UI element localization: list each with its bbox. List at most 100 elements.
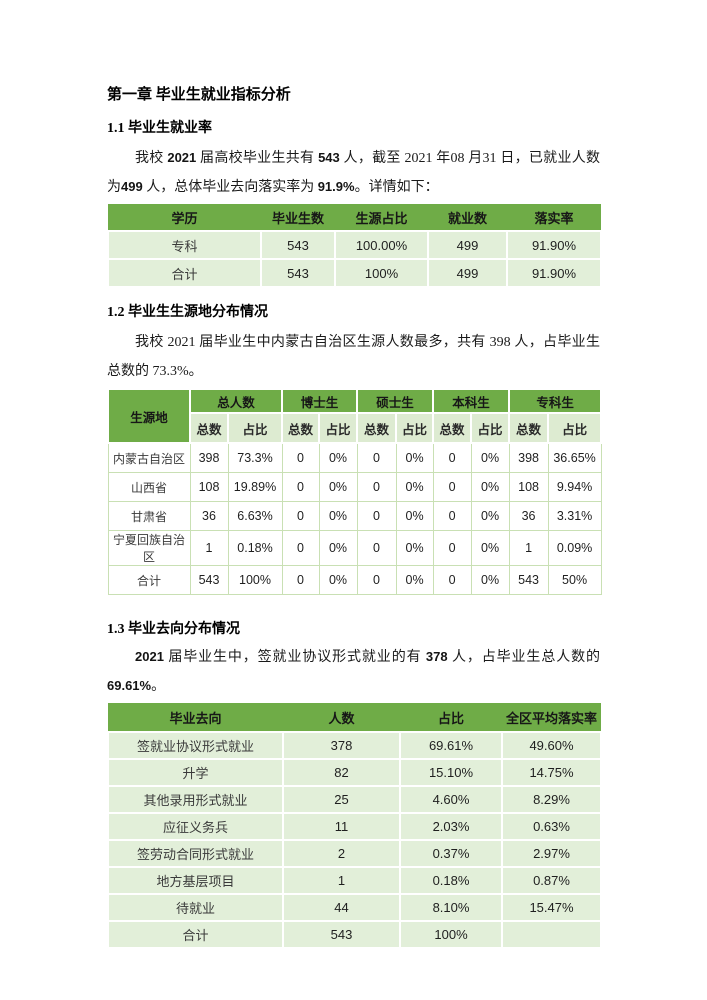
sub-header-count: 总数	[189, 412, 229, 444]
cell-value: 0	[281, 442, 320, 473]
table-header-row: 毕业去向 人数 占比 全区平均落实率	[108, 703, 601, 732]
cell-value: 0	[281, 501, 320, 531]
cell-value: 499	[427, 258, 508, 288]
cell-value: 543	[260, 258, 336, 288]
text-run: 届毕业生中，签就业协议形式就业的有	[163, 650, 426, 665]
row-label: 其他录用形式就业	[107, 785, 284, 814]
table-row: 应征义务兵 11 2.03% 0.63%	[107, 812, 602, 841]
table-row: 合计 543 100% 0 0% 0 0% 0 0% 543 50%	[107, 565, 602, 595]
cell-value: 4.60%	[399, 785, 503, 814]
table-row: 内蒙古自治区 398 73.3% 0 0% 0 0% 0 0% 398 36.65%	[107, 442, 602, 473]
cell-value: 0.37%	[399, 839, 503, 868]
cell-value: 0%	[470, 442, 510, 473]
number-run: 2021	[135, 649, 164, 664]
cell-value: 0%	[318, 565, 358, 595]
cell-value: 1	[508, 530, 549, 566]
table-row: 合计 543 100%	[107, 920, 602, 949]
cell-value: 8.10%	[399, 893, 503, 922]
table-row: 专科 543 100.00% 499 91.90%	[107, 230, 602, 260]
sub-header-ratio: 占比	[470, 412, 511, 444]
table-group-header-row: 生源地 总人数 博士生 硕士生 本科生 专科生	[107, 388, 603, 444]
cell-value: 2	[282, 839, 401, 868]
table-row: 地方基层项目 1 0.18% 0.87%	[107, 866, 602, 895]
cell-value: 0%	[318, 501, 358, 531]
row-label: 合计	[107, 258, 262, 288]
row-label: 宁夏回族自治区	[107, 530, 191, 566]
cell-value: 0.09%	[547, 530, 602, 566]
table-sub-header-row: 总数 占比 总数 占比 总数 占比 总数 占比 总数 占比	[108, 412, 603, 444]
cell-value: 398	[508, 442, 549, 473]
origin-distribution-table: 生源地 总人数 博士生 硕士生 本科生 专科生 总数 占比 总数 占比 总数 占…	[107, 388, 603, 595]
cell-value: 499	[427, 230, 508, 260]
cell-value: 0%	[470, 472, 510, 502]
cell-value: 0%	[318, 442, 358, 473]
cell-value: 543	[189, 565, 229, 595]
group-header-total: 总人数	[188, 388, 284, 414]
col-header-rate: 落实率	[507, 204, 601, 231]
cell-value: 100%	[334, 258, 429, 288]
cell-value: 82	[282, 758, 401, 787]
employment-rate-table: 学历 毕业生数 生源占比 就业数 落实率 专科 543 100.00% 499 91.9…	[107, 204, 602, 288]
cell-value: 36	[189, 501, 229, 531]
text-run: 。	[151, 679, 166, 694]
cell-value: 15.47%	[501, 893, 602, 922]
cell-value: 0	[281, 472, 320, 502]
cell-value: 0	[356, 442, 397, 473]
row-label: 签劳动合同形式就业	[107, 839, 284, 868]
col-header-graduates: 毕业生数	[261, 204, 335, 231]
number-run: 378	[425, 649, 448, 664]
destination-distribution-table: 毕业去向 人数 占比 全区平均落实率 签就业协议形式就业 378 69.61% 49.…	[107, 703, 602, 949]
cell-value: 1	[282, 866, 401, 895]
cell-value: 2.03%	[399, 812, 503, 841]
table-row: 合计 543 100% 499 91.90%	[107, 258, 602, 288]
table-body: 专科 543 100.00% 499 91.90% 合计 543 100% 499 91.90%	[107, 230, 602, 288]
text-run: 人，占毕业生总人数的	[447, 650, 601, 665]
paragraph-destination: 2021 届毕业生中，签就业协议形式就业的有 378 人，占毕业生总人数的 69.…	[107, 643, 600, 701]
col-header-origin: 生源地	[107, 388, 191, 444]
cell-value: 543	[260, 230, 336, 260]
text-run: 。详情如下：	[354, 180, 439, 195]
group-header-doctoral: 博士生	[281, 388, 359, 414]
section-1-2-heading: 1.2 毕业生生源地分布情况	[107, 305, 268, 320]
cell-value: 398	[189, 442, 229, 473]
row-label: 内蒙古自治区	[107, 442, 191, 473]
number-run: 91.9%	[317, 179, 355, 194]
cell-value: 91.90%	[506, 258, 602, 288]
row-label: 签就业协议形式就业	[107, 731, 284, 760]
cell-value: 49.60%	[501, 731, 602, 760]
cell-value: 73.3%	[227, 442, 283, 473]
cell-value: 36.65%	[547, 442, 602, 473]
cell-value: 0%	[318, 472, 358, 502]
cell-value: 0%	[395, 501, 434, 531]
cell-value: 69.61%	[399, 731, 503, 760]
sub-header-count: 总数	[281, 412, 321, 444]
text-run: 我校	[135, 151, 168, 166]
cell-value: 100%	[227, 565, 283, 595]
cell-value: 2.97%	[501, 839, 602, 868]
table-row: 宁夏回族自治区 1 0.18% 0 0% 0 0% 0 0% 1 0.09%	[107, 530, 602, 566]
page-content: 第一章 毕业生就业指标分析 1.1 毕业生就业率 我校 2021 届高校毕业生共…	[107, 0, 603, 949]
chapter-title: 第一章 毕业生就业指标分析	[107, 87, 291, 103]
cell-value: 0	[432, 530, 472, 566]
cell-value: 14.75%	[501, 758, 602, 787]
number-run: 2021	[167, 150, 197, 165]
cell-value: 50%	[547, 565, 602, 595]
cell-value: 543	[508, 565, 549, 595]
row-label: 待就业	[107, 893, 284, 922]
sub-header-count: 总数	[432, 412, 473, 444]
cell-value: 0.63%	[501, 812, 602, 841]
cell-value: 0	[356, 565, 397, 595]
number-run: 543	[318, 150, 340, 165]
cell-value: 100.00%	[334, 230, 429, 260]
cell-value: 0	[356, 501, 397, 531]
cell-value: 108	[508, 472, 549, 502]
number-run: 69.61%	[107, 678, 152, 693]
cell-value: 6.63%	[227, 501, 283, 531]
sub-header-ratio: 占比	[395, 412, 435, 444]
cell-value: 0	[432, 442, 472, 473]
cell-value: 9.94%	[547, 472, 602, 502]
row-label: 应征义务兵	[107, 812, 284, 841]
text-run: 届高校毕业生共有	[196, 151, 319, 166]
row-label: 专科	[107, 230, 262, 260]
paragraph-employment-rate: 我校 2021 届高校毕业生共有 543 人，截至 2021 年08 月31 日…	[107, 144, 600, 202]
